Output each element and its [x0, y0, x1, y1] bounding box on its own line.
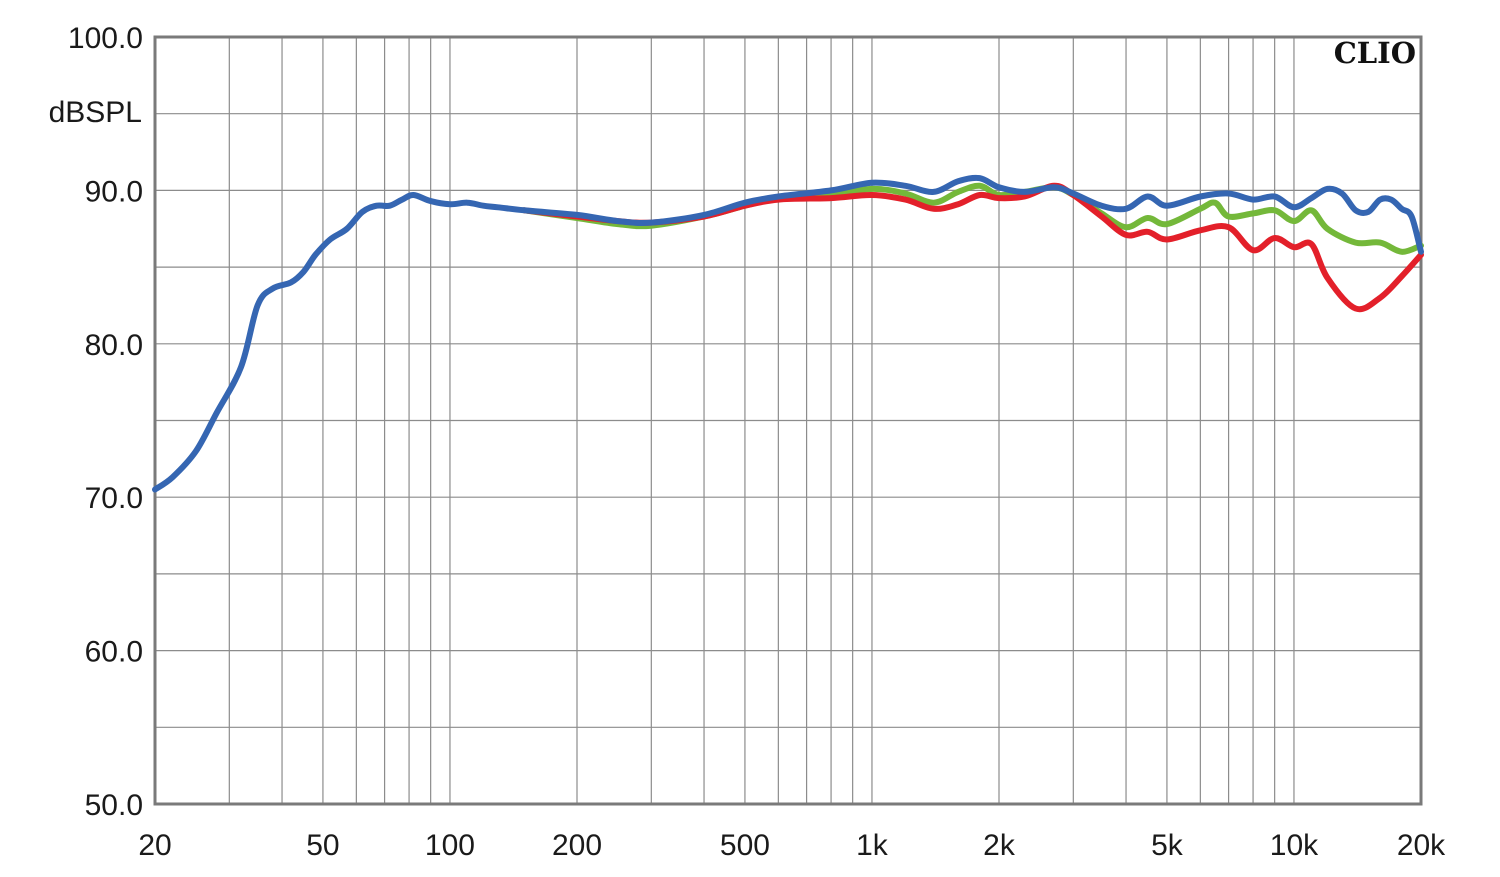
- chart-series: [152, 174, 1424, 493]
- x-tick-label: 100: [425, 829, 475, 862]
- chart-grid: [155, 37, 1421, 804]
- x-tick-label: 500: [720, 829, 770, 862]
- x-tick-label: 50: [306, 829, 339, 862]
- x-tick-label: 2k: [983, 829, 1016, 862]
- x-tick-label: 10k: [1270, 829, 1319, 862]
- y-tick-label: 80.0: [85, 329, 143, 362]
- plot-frame: [153, 35, 1423, 806]
- y-tick-label: 50.0: [85, 789, 143, 822]
- x-tick-label: 20: [138, 829, 171, 862]
- clio-brand-label: CLIO: [1334, 36, 1416, 70]
- y-tick-label: 90.0: [85, 175, 143, 208]
- y-tick-label: 60.0: [85, 636, 143, 669]
- y-tick-label: 100.0: [68, 22, 143, 55]
- y-tick-label: 70.0: [85, 482, 143, 515]
- x-tick-label: 5k: [1151, 829, 1184, 862]
- x-tick-label: 20k: [1397, 829, 1446, 862]
- axis-labels: 100.0 90.0 80.0 70.0 60.0 50.0 20 50 100 200 500 1k…: [68, 22, 1446, 862]
- y-axis-label: dBSPL: [49, 96, 142, 129]
- x-tick-label: 1k: [856, 829, 889, 862]
- series-line-3: [152, 174, 1424, 493]
- x-tick-label: 200: [552, 829, 602, 862]
